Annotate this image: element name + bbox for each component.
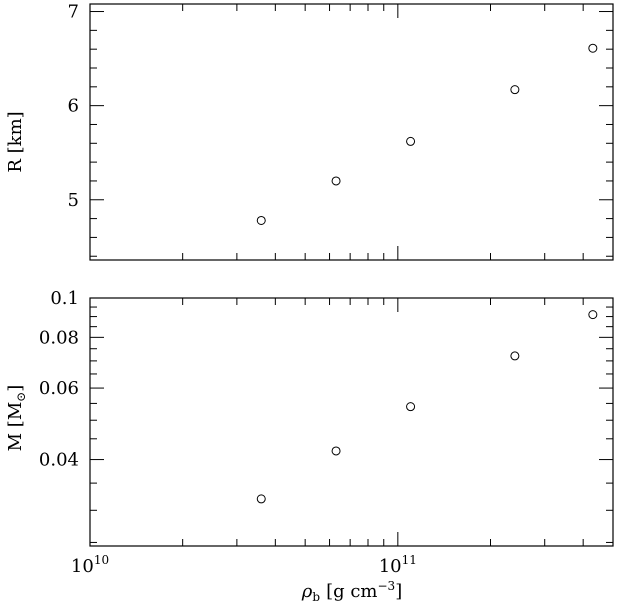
- y-tick-label: 6: [68, 96, 79, 117]
- y-tick-label: 0.08: [39, 327, 79, 348]
- plot-frame: [89, 3, 614, 261]
- y-tick-label: 7: [68, 2, 79, 23]
- y-tick-label: 0.04: [39, 450, 79, 471]
- y-tick-label: 0.06: [39, 378, 79, 399]
- x-tick-label: 1011: [379, 553, 417, 577]
- y-tick-label: 0.1: [50, 288, 79, 309]
- data-point: [588, 310, 598, 320]
- data-point: [510, 351, 520, 361]
- data-point: [256, 494, 266, 504]
- data-point: [406, 136, 416, 146]
- top-y-axis-label: R [km]: [5, 111, 26, 172]
- top-panel: 5 6 7: [68, 2, 614, 261]
- x-axis-label: ρb [g cm−3]: [301, 579, 402, 604]
- data-point: [510, 85, 520, 95]
- data-point: [256, 215, 266, 225]
- data-point: [331, 446, 341, 456]
- data-point: [406, 402, 416, 412]
- data-point: [331, 176, 341, 186]
- data-point: [588, 43, 598, 53]
- bottom-panel: 1010 1011 0.04 0.06 0.08 0.1: [39, 288, 614, 577]
- x-tick-label: 1010: [71, 553, 109, 577]
- plot-frame: [89, 297, 614, 547]
- bottom-y-axis-label: M [M⊙]: [5, 385, 28, 452]
- y-tick-label: 5: [68, 190, 79, 211]
